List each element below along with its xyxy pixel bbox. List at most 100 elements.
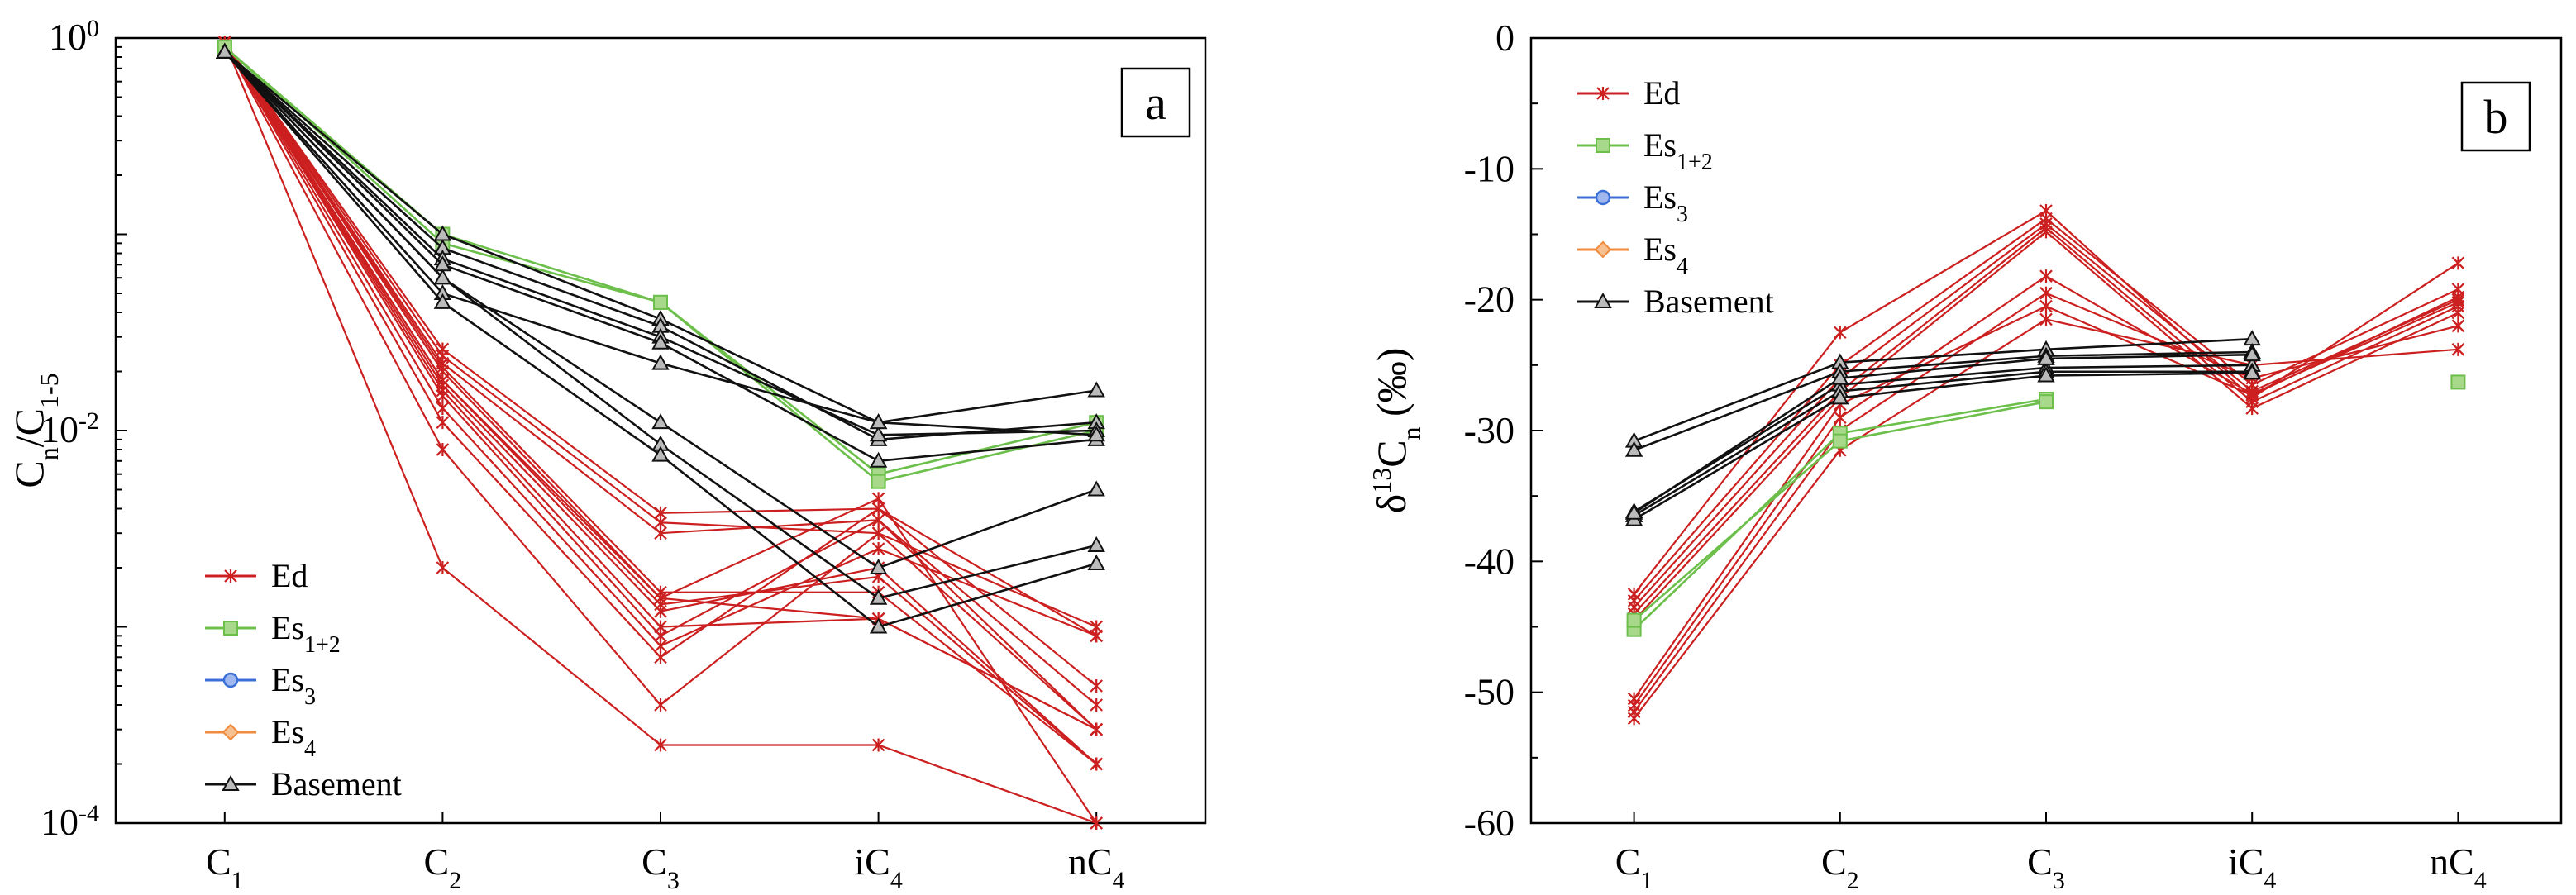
series-line-basement — [1634, 337, 2253, 442]
legend-label-base: Es — [271, 713, 304, 750]
x-tick-base: C — [206, 840, 231, 883]
data-point-es12 — [2450, 374, 2466, 390]
data-point-basement — [651, 354, 670, 370]
legend-marker — [1596, 138, 1610, 153]
data-point-es12 — [1626, 612, 1642, 628]
x-tick-label: nC4 — [2430, 840, 2487, 894]
series-line-basement — [223, 50, 1097, 569]
x-tick-base: nC — [1068, 840, 1113, 883]
data-point-basement — [869, 451, 888, 468]
y-tick-label: 0 — [1496, 17, 1515, 59]
ylabel-mid: /C — [6, 408, 52, 447]
data-point-ed — [871, 541, 885, 555]
data-point-ed — [1090, 722, 1103, 736]
legend-label-base: Basement — [271, 765, 402, 802]
panel-label: b — [2484, 90, 2508, 144]
data-point-basement — [1087, 381, 1105, 398]
data-point-basement — [651, 413, 670, 430]
data-point-ed — [871, 526, 885, 540]
x-tick-subscript: 1 — [1640, 867, 1653, 894]
data-point-basement — [1831, 388, 1849, 405]
legend-label-base: Es — [271, 661, 304, 698]
y-axis-title: δ13Cn (‰) — [1367, 348, 1426, 514]
legend-label-base: Es — [1643, 179, 1677, 216]
ylabel-base: C — [6, 460, 52, 488]
data-point-ed — [654, 585, 667, 599]
data-point-basement — [869, 588, 888, 605]
legend-marker — [1596, 87, 1610, 100]
data-point-ed — [2451, 342, 2465, 356]
legend-label-base: Es — [1643, 126, 1677, 164]
y-tick-exponent: -4 — [79, 800, 99, 827]
x-tick-subscript: 4 — [2264, 867, 2276, 894]
data-point-basement — [1087, 426, 1105, 442]
series-line-basement — [1634, 350, 2253, 451]
x-tick-base: C — [424, 840, 450, 883]
x-tick-label: C1 — [1615, 840, 1653, 894]
data-point-ed — [654, 650, 667, 664]
x-tick-label: C2 — [1821, 840, 1859, 894]
x-tick-subscript: 1 — [231, 867, 244, 894]
data-point-ed — [1090, 629, 1103, 643]
legend-label-base: Ed — [1643, 74, 1680, 112]
y-tick-label: -10 — [1464, 147, 1515, 189]
legend-label: Ed — [1643, 74, 1680, 112]
data-point-basement — [2037, 349, 2055, 365]
legend-label: Es3 — [271, 661, 316, 710]
data-point-basement — [1087, 554, 1105, 570]
legend-label-base: Es — [1643, 231, 1677, 268]
data-point-basement — [1831, 369, 1849, 385]
series-group — [1624, 204, 2466, 726]
legend-label: Basement — [1643, 283, 1774, 320]
data-point-basement — [869, 426, 888, 442]
y-tick-label: 100 — [49, 15, 99, 59]
data-point-ed — [2039, 269, 2053, 283]
y-tick-label: 10-2 — [41, 407, 99, 451]
legend-label: Es4 — [271, 713, 316, 762]
data-point-basement — [216, 42, 234, 59]
y-tick-label: -40 — [1464, 540, 1515, 582]
data-point-ed — [2451, 290, 2465, 304]
legend-label-sub: 1+2 — [1677, 150, 1713, 175]
x-tick-base: C — [2027, 840, 2053, 883]
ylabel-prefix: δ — [1368, 494, 1414, 514]
x-tick-subscript: 3 — [667, 867, 680, 894]
series-line-basement — [1633, 372, 2253, 521]
y-tick-exponent: 0 — [87, 15, 99, 42]
data-point-basement — [2243, 330, 2261, 346]
y-axis-title: Cn/C1-5 — [6, 373, 64, 488]
x-tick-label: C2 — [424, 840, 462, 894]
data-point-ed — [2245, 402, 2259, 416]
data-point-basement — [433, 269, 452, 285]
data-point-ed — [1090, 816, 1103, 830]
series-line-basement — [1633, 364, 2253, 513]
data-point-ed — [436, 561, 450, 575]
legend-marker — [1594, 240, 1612, 259]
data-point-basement — [1624, 503, 1643, 520]
legend-label-base: Basement — [1643, 283, 1774, 320]
data-point-basement — [2243, 364, 2261, 380]
y-tick-label: -60 — [1464, 802, 1515, 844]
legend-marker — [222, 774, 240, 791]
legend-label-sub: 3 — [304, 684, 316, 710]
series-line-basement — [223, 50, 1097, 463]
legend-label: Ed — [271, 557, 308, 594]
legend-label: Es1+2 — [271, 609, 341, 658]
data-point-ed — [654, 620, 667, 634]
data-point-ed — [436, 342, 450, 356]
x-tick-label: iC4 — [2228, 840, 2276, 894]
legend-label-base: Ed — [271, 557, 308, 594]
data-point-ed — [1834, 411, 1847, 425]
data-point-basement — [869, 413, 888, 430]
x-tick-base: iC — [2228, 840, 2264, 883]
legend-label: Es3 — [1643, 179, 1688, 227]
data-point-basement — [433, 293, 452, 309]
data-point-ed — [2245, 388, 2259, 402]
data-point-ed — [871, 502, 885, 516]
panel-label-box — [1120, 67, 1191, 138]
ylabel-base: C — [1368, 440, 1414, 467]
legend-marker — [222, 672, 239, 688]
data-point-ed — [436, 401, 450, 415]
